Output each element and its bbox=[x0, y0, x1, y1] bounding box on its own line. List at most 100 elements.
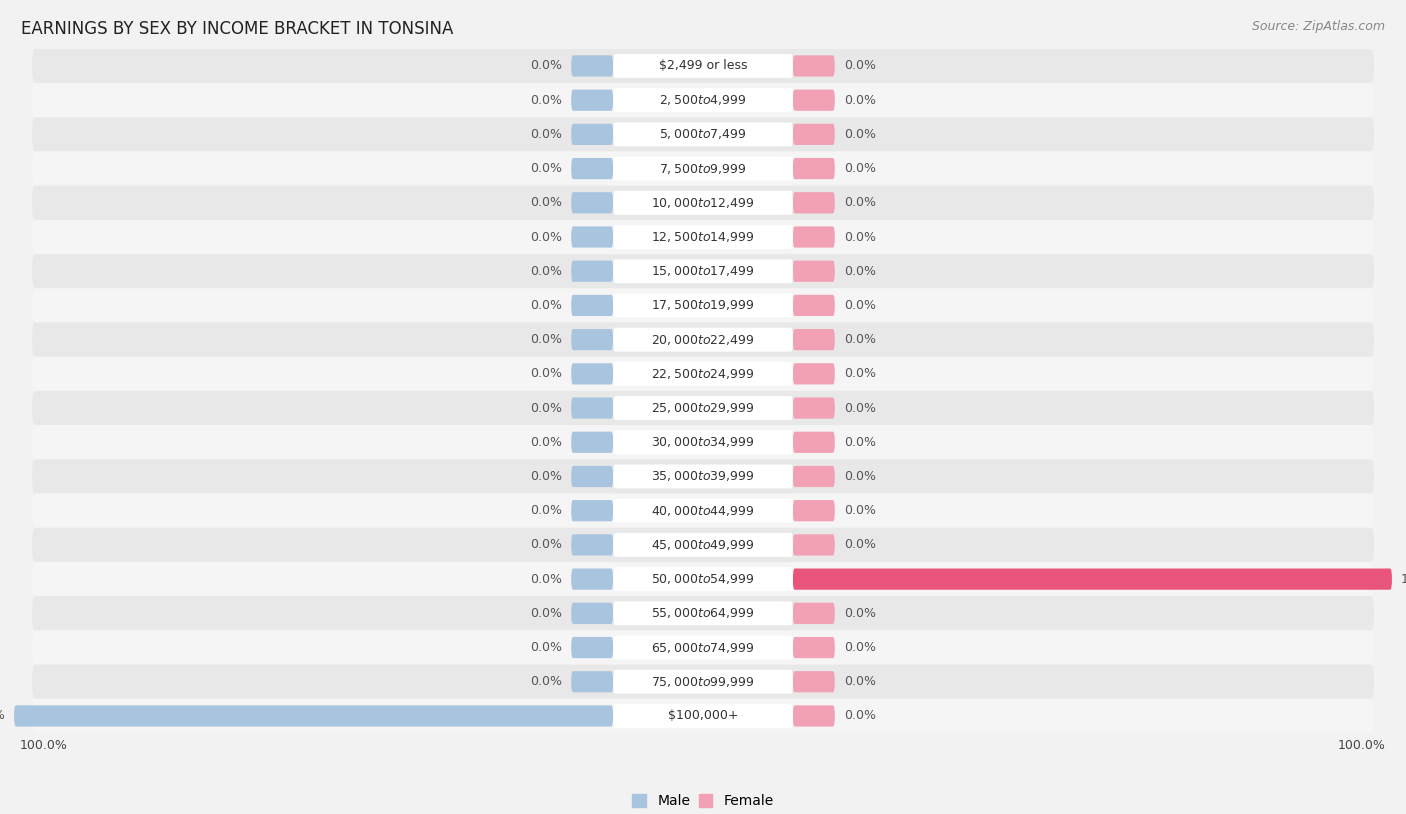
FancyBboxPatch shape bbox=[613, 362, 793, 386]
Text: 0.0%: 0.0% bbox=[530, 196, 562, 209]
FancyBboxPatch shape bbox=[793, 466, 835, 487]
FancyBboxPatch shape bbox=[32, 220, 1374, 254]
Text: EARNINGS BY SEX BY INCOME BRACKET IN TONSINA: EARNINGS BY SEX BY INCOME BRACKET IN TON… bbox=[21, 20, 454, 38]
Text: 100.0%: 100.0% bbox=[20, 738, 67, 751]
FancyBboxPatch shape bbox=[613, 54, 793, 78]
FancyBboxPatch shape bbox=[613, 567, 793, 591]
FancyBboxPatch shape bbox=[571, 500, 613, 521]
Text: 0.0%: 0.0% bbox=[530, 333, 562, 346]
FancyBboxPatch shape bbox=[32, 630, 1374, 665]
FancyBboxPatch shape bbox=[793, 602, 835, 624]
FancyBboxPatch shape bbox=[793, 329, 835, 350]
Text: 0.0%: 0.0% bbox=[530, 470, 562, 483]
FancyBboxPatch shape bbox=[793, 363, 835, 384]
FancyBboxPatch shape bbox=[32, 357, 1374, 391]
FancyBboxPatch shape bbox=[613, 328, 793, 352]
FancyBboxPatch shape bbox=[793, 124, 835, 145]
FancyBboxPatch shape bbox=[613, 156, 793, 181]
FancyBboxPatch shape bbox=[571, 637, 613, 659]
FancyBboxPatch shape bbox=[793, 90, 835, 111]
Text: 0.0%: 0.0% bbox=[844, 401, 876, 414]
Text: 0.0%: 0.0% bbox=[530, 504, 562, 517]
FancyBboxPatch shape bbox=[571, 90, 613, 111]
Text: $15,000 to $17,499: $15,000 to $17,499 bbox=[651, 265, 755, 278]
FancyBboxPatch shape bbox=[32, 49, 1374, 83]
FancyBboxPatch shape bbox=[32, 288, 1374, 322]
Text: 100.0%: 100.0% bbox=[1339, 738, 1386, 751]
FancyBboxPatch shape bbox=[571, 158, 613, 179]
Text: $30,000 to $34,999: $30,000 to $34,999 bbox=[651, 435, 755, 449]
FancyBboxPatch shape bbox=[793, 55, 835, 77]
Text: 0.0%: 0.0% bbox=[530, 606, 562, 619]
FancyBboxPatch shape bbox=[32, 117, 1374, 151]
Text: 0.0%: 0.0% bbox=[844, 196, 876, 209]
FancyBboxPatch shape bbox=[613, 670, 793, 694]
FancyBboxPatch shape bbox=[571, 568, 613, 589]
FancyBboxPatch shape bbox=[613, 431, 793, 454]
Text: $100,000+: $100,000+ bbox=[668, 710, 738, 723]
Text: 0.0%: 0.0% bbox=[530, 401, 562, 414]
FancyBboxPatch shape bbox=[793, 158, 835, 179]
FancyBboxPatch shape bbox=[793, 431, 835, 453]
FancyBboxPatch shape bbox=[32, 425, 1374, 459]
FancyBboxPatch shape bbox=[571, 672, 613, 693]
FancyBboxPatch shape bbox=[32, 459, 1374, 493]
Text: 0.0%: 0.0% bbox=[844, 230, 876, 243]
Text: 0.0%: 0.0% bbox=[844, 710, 876, 723]
FancyBboxPatch shape bbox=[571, 295, 613, 316]
Text: $35,000 to $39,999: $35,000 to $39,999 bbox=[651, 470, 755, 484]
Text: $17,500 to $19,999: $17,500 to $19,999 bbox=[651, 299, 755, 313]
FancyBboxPatch shape bbox=[32, 493, 1374, 527]
Text: $25,000 to $29,999: $25,000 to $29,999 bbox=[651, 401, 755, 415]
FancyBboxPatch shape bbox=[571, 397, 613, 418]
Text: $45,000 to $49,999: $45,000 to $49,999 bbox=[651, 538, 755, 552]
FancyBboxPatch shape bbox=[793, 706, 835, 727]
Legend: Male, Female: Male, Female bbox=[627, 789, 779, 814]
Text: 100.0%: 100.0% bbox=[0, 710, 6, 723]
FancyBboxPatch shape bbox=[613, 602, 793, 625]
FancyBboxPatch shape bbox=[613, 533, 793, 557]
Text: 0.0%: 0.0% bbox=[844, 435, 876, 449]
Text: 0.0%: 0.0% bbox=[530, 299, 562, 312]
FancyBboxPatch shape bbox=[571, 226, 613, 247]
Text: $10,000 to $12,499: $10,000 to $12,499 bbox=[651, 196, 755, 210]
FancyBboxPatch shape bbox=[613, 225, 793, 249]
Text: 0.0%: 0.0% bbox=[844, 470, 876, 483]
FancyBboxPatch shape bbox=[32, 527, 1374, 562]
Text: $2,499 or less: $2,499 or less bbox=[659, 59, 747, 72]
FancyBboxPatch shape bbox=[793, 260, 835, 282]
Text: 0.0%: 0.0% bbox=[844, 128, 876, 141]
Text: $20,000 to $22,499: $20,000 to $22,499 bbox=[651, 333, 755, 347]
Text: 0.0%: 0.0% bbox=[530, 162, 562, 175]
FancyBboxPatch shape bbox=[571, 329, 613, 350]
Text: $50,000 to $54,999: $50,000 to $54,999 bbox=[651, 572, 755, 586]
Text: 0.0%: 0.0% bbox=[844, 538, 876, 551]
FancyBboxPatch shape bbox=[32, 699, 1374, 733]
Text: 0.0%: 0.0% bbox=[844, 94, 876, 107]
FancyBboxPatch shape bbox=[571, 466, 613, 487]
Text: 0.0%: 0.0% bbox=[530, 230, 562, 243]
FancyBboxPatch shape bbox=[613, 465, 793, 488]
Text: 0.0%: 0.0% bbox=[530, 367, 562, 380]
Text: $7,500 to $9,999: $7,500 to $9,999 bbox=[659, 162, 747, 176]
Text: $40,000 to $44,999: $40,000 to $44,999 bbox=[651, 504, 755, 518]
Text: 0.0%: 0.0% bbox=[530, 59, 562, 72]
Text: 0.0%: 0.0% bbox=[530, 435, 562, 449]
Text: 0.0%: 0.0% bbox=[530, 572, 562, 585]
Text: 100.0%: 100.0% bbox=[1400, 572, 1406, 585]
Text: $55,000 to $64,999: $55,000 to $64,999 bbox=[651, 606, 755, 620]
Text: 0.0%: 0.0% bbox=[530, 676, 562, 689]
FancyBboxPatch shape bbox=[32, 391, 1374, 425]
FancyBboxPatch shape bbox=[793, 500, 835, 521]
FancyBboxPatch shape bbox=[613, 704, 793, 728]
FancyBboxPatch shape bbox=[793, 295, 835, 316]
FancyBboxPatch shape bbox=[32, 151, 1374, 186]
FancyBboxPatch shape bbox=[571, 260, 613, 282]
Text: 0.0%: 0.0% bbox=[844, 676, 876, 689]
FancyBboxPatch shape bbox=[613, 122, 793, 147]
FancyBboxPatch shape bbox=[793, 672, 835, 693]
FancyBboxPatch shape bbox=[32, 596, 1374, 630]
Text: 0.0%: 0.0% bbox=[530, 641, 562, 654]
Text: $65,000 to $74,999: $65,000 to $74,999 bbox=[651, 641, 755, 654]
Text: 0.0%: 0.0% bbox=[530, 265, 562, 278]
